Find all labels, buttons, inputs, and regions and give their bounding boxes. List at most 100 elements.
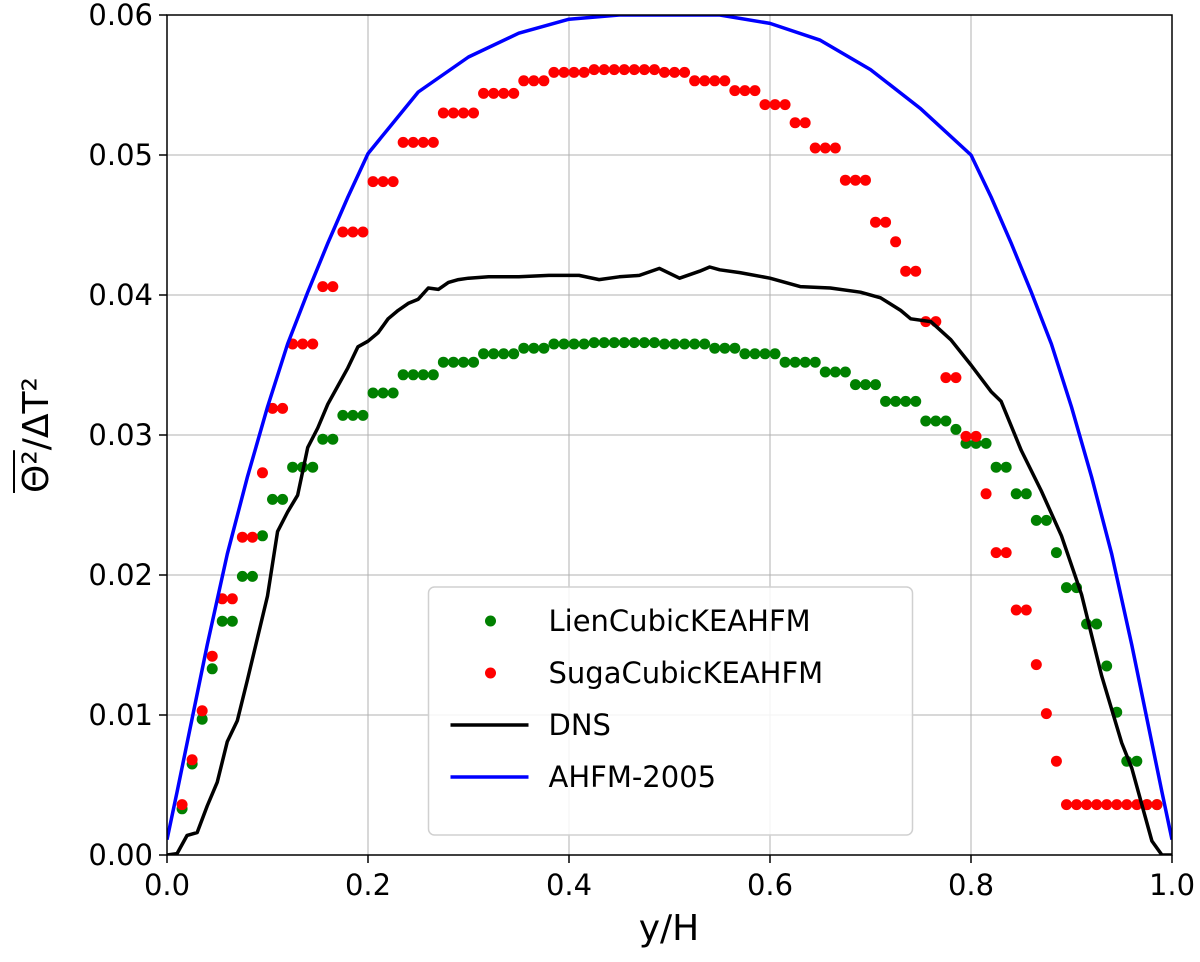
data-point	[427, 136, 439, 148]
data-point	[1151, 799, 1163, 811]
data-point	[1111, 799, 1123, 811]
data-point	[196, 705, 208, 717]
data-point	[176, 799, 188, 811]
data-point	[729, 342, 741, 354]
data-point	[256, 467, 268, 479]
data-point	[267, 493, 279, 505]
y-tick-label: 0.06	[88, 0, 153, 32]
data-point	[679, 66, 691, 78]
data-point	[206, 663, 218, 675]
data-point	[739, 348, 751, 360]
data-point	[277, 402, 289, 414]
data-point	[940, 372, 952, 384]
data-point	[277, 493, 289, 505]
data-point	[287, 461, 299, 473]
data-point	[799, 117, 811, 129]
ticks: 0.0 0.2 0.4 0.6 0.8 1.0 0.00 0.01 0.02 0.03 0.04 0.…	[88, 0, 1195, 902]
data-point	[226, 615, 238, 627]
y-tick-label: 0.02	[88, 558, 153, 592]
data-point	[1010, 604, 1022, 616]
data-point	[206, 650, 218, 662]
data-point	[407, 369, 419, 381]
data-point	[819, 142, 831, 154]
data-point	[568, 338, 580, 350]
data-point	[709, 342, 721, 354]
data-point	[478, 87, 490, 99]
data-point	[890, 395, 902, 407]
data-point	[1081, 799, 1093, 811]
y-tick-label: 0.05	[88, 138, 153, 172]
data-point	[397, 136, 409, 148]
data-point	[699, 338, 711, 350]
data-point	[608, 337, 620, 349]
data-point	[246, 531, 258, 543]
data-point	[779, 356, 791, 368]
y-axis-label-group: Θ²/ΔT²	[13, 377, 57, 493]
data-point	[910, 265, 922, 277]
data-point	[769, 99, 781, 111]
data-point	[588, 337, 600, 349]
legend-symbol	[485, 667, 496, 679]
data-point	[679, 338, 691, 350]
data-point	[658, 66, 670, 78]
data-point	[498, 87, 510, 99]
data-point	[558, 66, 570, 78]
data-point	[538, 342, 550, 354]
data-point	[1020, 604, 1032, 616]
data-point	[648, 64, 660, 76]
data-point	[427, 369, 439, 381]
data-point	[1060, 799, 1072, 811]
data-point	[1050, 755, 1062, 767]
data-point	[186, 754, 198, 766]
data-point	[859, 174, 871, 186]
data-point	[839, 174, 851, 186]
data-point	[829, 366, 841, 378]
data-point	[508, 348, 520, 360]
data-point	[719, 75, 731, 87]
data-point	[468, 356, 480, 368]
data-point	[447, 356, 459, 368]
data-point	[568, 66, 580, 78]
data-point	[598, 337, 610, 349]
data-point	[226, 593, 238, 605]
data-point	[1060, 582, 1072, 594]
data-point	[870, 216, 882, 228]
data-point	[669, 338, 681, 350]
data-point	[337, 409, 349, 421]
data-point	[307, 461, 319, 473]
data-point	[1091, 618, 1103, 630]
y-tick-label: 0.00	[88, 838, 153, 872]
data-point	[839, 366, 851, 378]
x-tick-label: 1.0	[1149, 868, 1195, 902]
data-point	[1010, 488, 1022, 500]
data-point	[819, 366, 831, 378]
data-point	[618, 337, 630, 349]
data-line	[167, 265, 1172, 855]
data-point	[367, 176, 379, 188]
data-point	[367, 387, 379, 399]
data-point	[880, 216, 892, 228]
data-point	[1121, 799, 1133, 811]
data-point	[749, 348, 761, 360]
data-point	[327, 433, 339, 445]
data-point	[900, 395, 912, 407]
data-point	[538, 75, 550, 87]
data-point	[689, 75, 701, 87]
data-point	[829, 142, 841, 154]
data-point	[437, 356, 449, 368]
x-tick-label: 0.2	[345, 868, 391, 902]
data-point	[1000, 461, 1012, 473]
data-point	[578, 66, 590, 78]
data-point	[558, 338, 570, 350]
data-point	[1050, 547, 1062, 559]
data-point	[950, 372, 962, 384]
data-point	[1020, 488, 1032, 500]
data-point	[518, 75, 530, 87]
data-point	[608, 64, 620, 76]
data-point	[578, 338, 590, 350]
data-point	[1091, 799, 1103, 811]
data-point	[930, 415, 942, 427]
data-point	[508, 87, 520, 99]
data-point	[1040, 708, 1052, 720]
